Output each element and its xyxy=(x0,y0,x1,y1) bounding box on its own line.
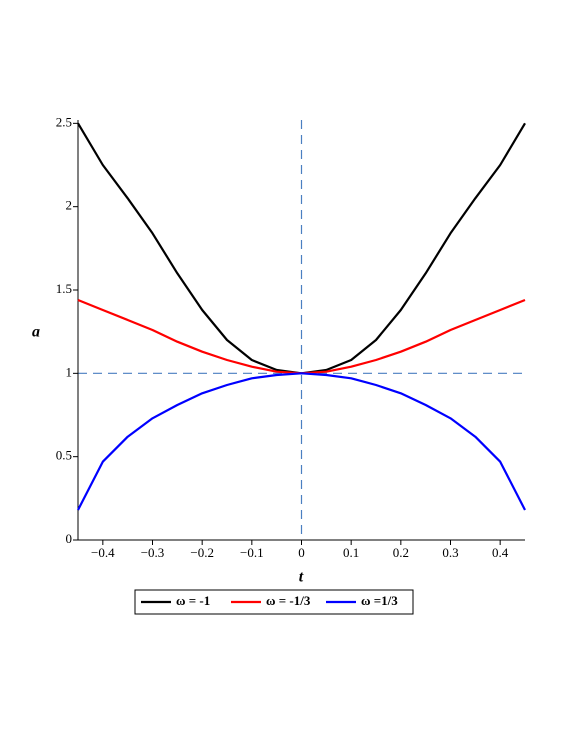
x-tick-label: 0.1 xyxy=(343,545,359,560)
x-tick-label: −0.3 xyxy=(141,545,165,560)
y-tick-label: 1.5 xyxy=(56,281,72,296)
legend-box xyxy=(134,589,414,615)
x-axis-title: t xyxy=(299,569,304,586)
y-tick-label: 0 xyxy=(66,531,73,546)
x-tick-label: 0 xyxy=(298,545,305,560)
y-axis-title: a xyxy=(32,324,40,341)
y-tick-label: 2.5 xyxy=(56,114,72,129)
legend-label: ω =1/3 xyxy=(361,593,398,608)
legend-label: ω = -1/3 xyxy=(266,593,311,608)
x-tick-label: 0.4 xyxy=(492,545,509,560)
x-tick-label: −0.4 xyxy=(91,545,115,560)
legend-label: ω = -1 xyxy=(176,593,210,608)
x-tick-label: −0.2 xyxy=(190,545,214,560)
x-tick-label: 0.3 xyxy=(442,545,458,560)
x-tick-label: −0.1 xyxy=(240,545,264,560)
y-tick-label: 0.5 xyxy=(56,448,72,463)
series-line xyxy=(77,372,526,511)
y-tick-label: 2 xyxy=(66,198,73,213)
y-tick-label: 1 xyxy=(66,364,73,379)
x-tick-label: 0.2 xyxy=(393,545,409,560)
